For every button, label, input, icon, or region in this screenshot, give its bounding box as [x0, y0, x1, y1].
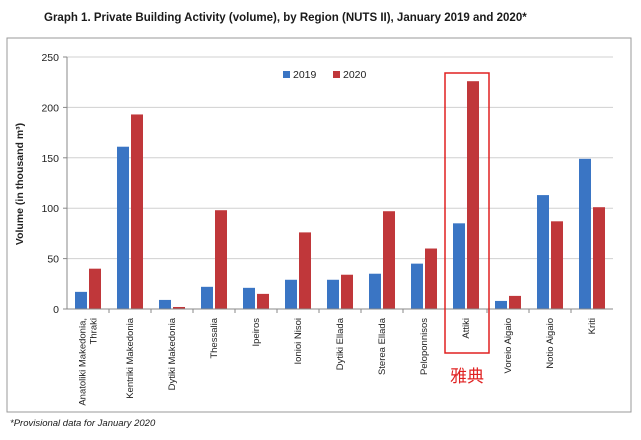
bar-2019: [453, 223, 465, 309]
bar-2019: [285, 279, 297, 309]
category-label: Thessalia: [209, 317, 220, 358]
bar-2019: [579, 158, 591, 309]
bar-2019: [537, 195, 549, 309]
y-tick-label: 200: [41, 102, 59, 114]
bar-2019: [411, 263, 423, 309]
category-label: Ipeiros: [251, 318, 262, 347]
gridlines: [67, 56, 613, 260]
footnote: *Provisional data for January 2020: [10, 418, 156, 429]
category-label: Sterea Ellada: [377, 317, 388, 375]
category-label: Anatoliki Makedonia,: [78, 318, 89, 406]
legend: 2019 2020: [283, 69, 367, 81]
legend-label-2020: 2020: [343, 69, 367, 81]
y-axis-label: Volume (in thousand m³): [14, 123, 26, 245]
bar-2019: [159, 299, 171, 309]
bar-2019: [243, 287, 255, 309]
bar-2019: [369, 273, 381, 309]
bar-2020: [131, 114, 143, 310]
bar-2020: [89, 268, 101, 309]
bar-2019: [75, 291, 87, 309]
legend-label-2019: 2019: [293, 69, 317, 81]
y-tick-label: 100: [41, 203, 59, 215]
bar-2020: [341, 274, 353, 309]
bar-2020: [425, 248, 437, 309]
category-labels: Anatoliki Makedonia, Thraki Kentriki Maked…: [78, 317, 599, 405]
bar-2019: [495, 300, 507, 309]
bar-2019: [201, 286, 213, 309]
legend-swatch-2019: [283, 71, 290, 78]
bar-2019: [117, 146, 129, 309]
bar-2020: [551, 221, 563, 309]
category-label: Voreio Aigaio: [503, 318, 514, 373]
y-axis-ticks: 0 50 100 150 200 250: [41, 52, 67, 316]
category-label: Thraki: [89, 318, 100, 344]
category-label: Attiki: [461, 318, 472, 339]
bar-2020: [593, 207, 605, 309]
legend-swatch-2020: [333, 71, 340, 78]
y-tick-label: 0: [53, 304, 59, 316]
y-tick-label: 50: [47, 254, 59, 266]
bar-2020: [509, 295, 521, 309]
axes: [66, 57, 613, 313]
bar-2020: [215, 210, 227, 309]
category-label: Notio Aigaio: [545, 318, 556, 369]
y-tick-label: 150: [41, 153, 59, 165]
category-label: Kriti: [587, 318, 598, 334]
bar-2020: [173, 306, 185, 309]
category-label: Dytiki Makedonia: [167, 317, 178, 390]
bar-2020: [383, 211, 395, 309]
category-label: Ionioi Nisoi: [293, 318, 304, 364]
category-label: Peloponnisos: [419, 318, 430, 375]
category-label: Kentriki Makedonia: [125, 317, 136, 399]
bars: [75, 81, 605, 310]
bar-2020: [257, 293, 269, 309]
highlight-box: 雅典: [444, 72, 490, 387]
chart-frame: [6, 37, 632, 413]
y-tick-label: 250: [41, 52, 59, 64]
highlight-annotation: 雅典: [450, 367, 484, 387]
bar-2019: [327, 279, 339, 309]
highlight-rectangle: [444, 72, 490, 354]
bar-2020: [299, 232, 311, 309]
bar-2020: [467, 81, 479, 309]
category-label: Dytiki Ellada: [335, 317, 346, 370]
chart-title: Graph 1. Private Building Activity (volu…: [44, 12, 527, 24]
